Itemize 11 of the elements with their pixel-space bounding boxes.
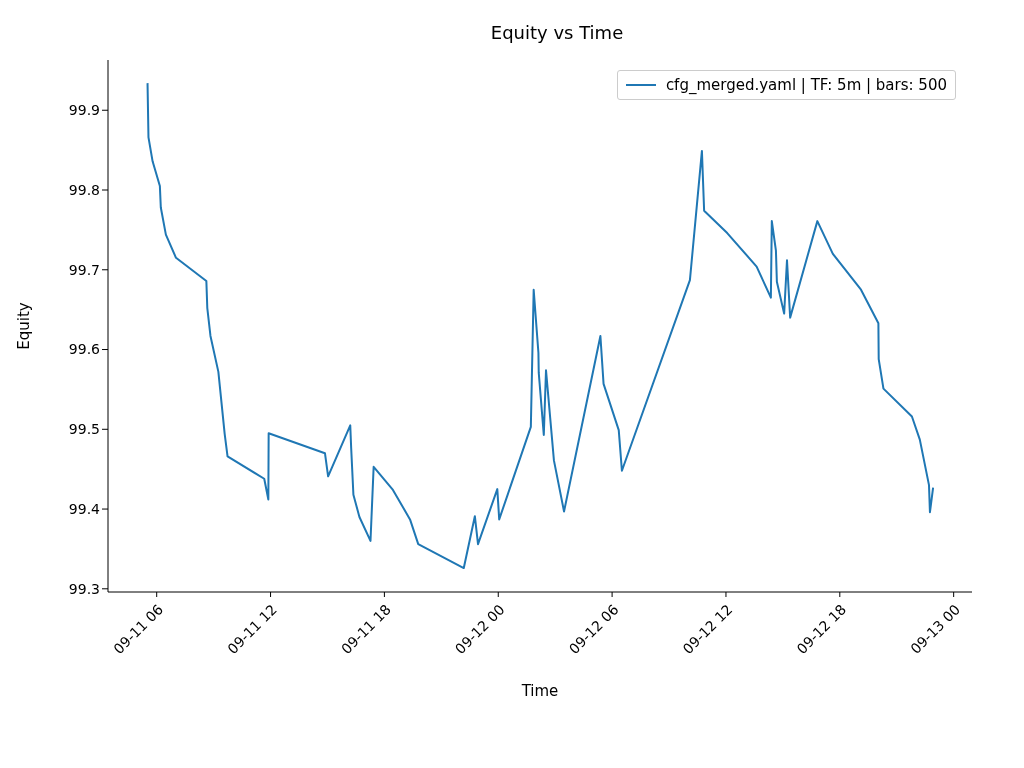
chart-title: Equity vs Time — [489, 21, 625, 45]
y-tick-label: 99.4 — [68, 501, 101, 518]
y-tick-label: 99.6 — [68, 341, 101, 358]
y-axis-title: Equity — [15, 302, 34, 350]
y-tick-label: 99.8 — [68, 181, 100, 198]
y-tick-label: 99.3 — [68, 580, 100, 597]
legend-label: cfg_merged.yaml | TF: 5m | bars: 500 — [665, 76, 947, 94]
y-tick-label: 99.9 — [68, 102, 100, 119]
y-tick-label: 99.5 — [68, 421, 100, 438]
x-axis-title: Time — [520, 682, 559, 700]
y-tick-label: 99.7 — [68, 261, 100, 278]
